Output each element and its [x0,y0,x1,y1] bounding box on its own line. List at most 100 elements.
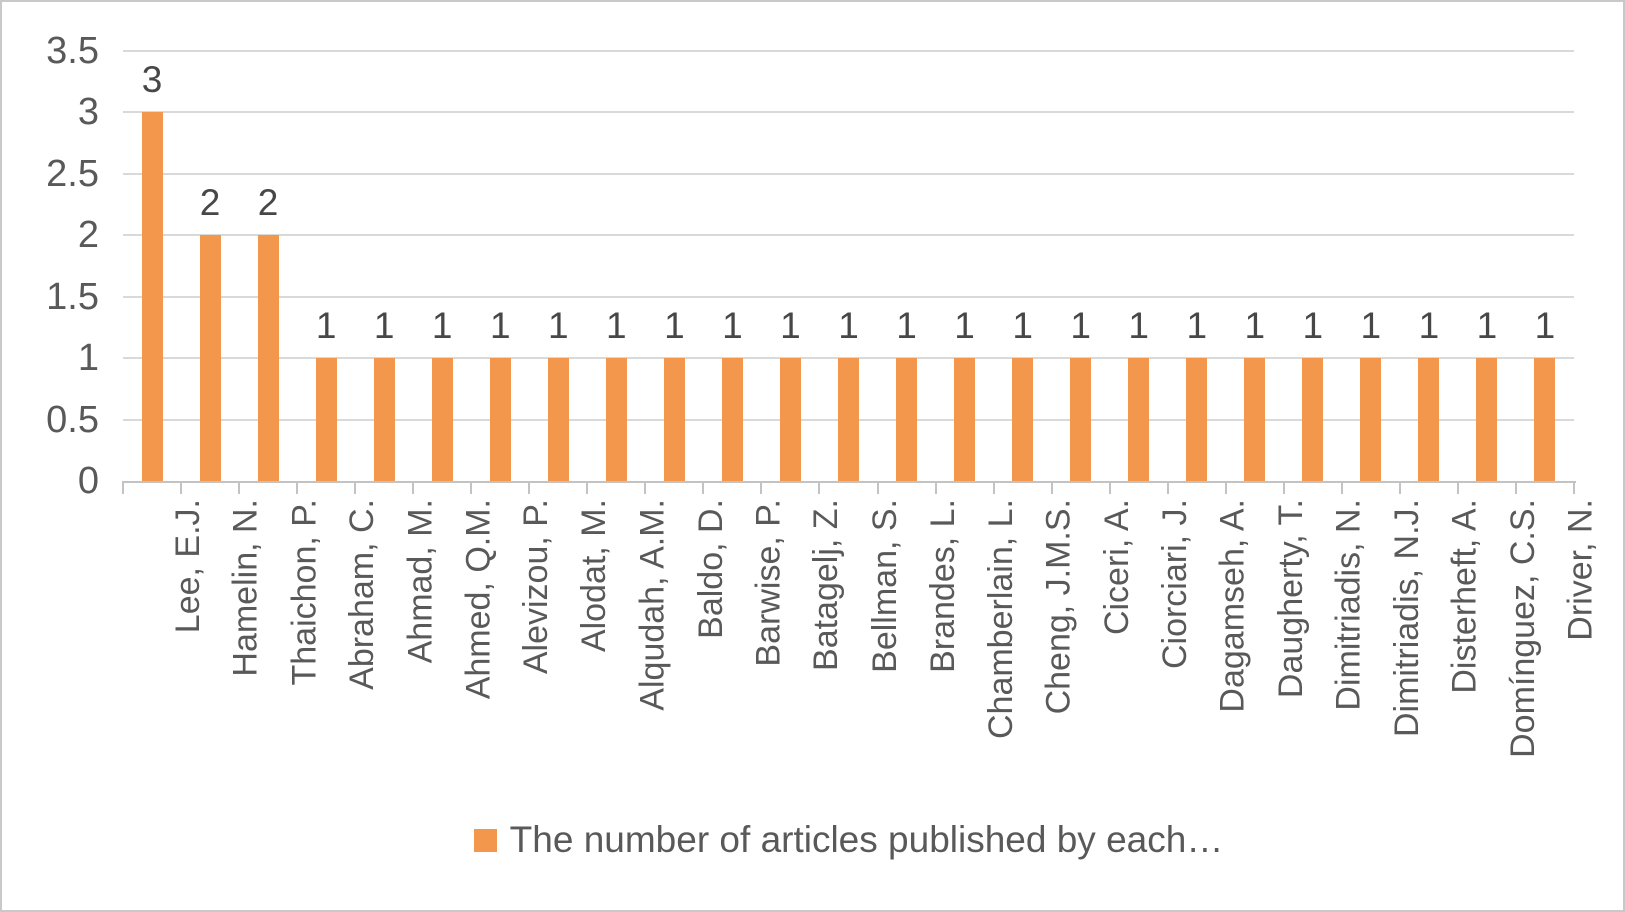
x-axis-tick-label: Alodat, M. [575,499,614,653]
bar-value-label: 1 [1360,305,1382,347]
bar [1360,358,1382,481]
x-axis-tick-label: Brandes, L. [923,499,962,673]
bar [838,358,859,481]
bar [1186,358,1208,481]
x-axis-tick-mark [1398,481,1401,494]
x-axis-tick-mark [1224,481,1227,494]
x-axis-tick-label: Dimitriadis, N.J. [1387,499,1426,738]
x-axis-tick-label: Hamelin, N. [227,499,266,677]
x-axis-tick-mark [1573,481,1575,494]
x-axis-tick-mark [122,481,124,494]
legend-label: The number of articles published by each… [509,819,1224,860]
x-axis-tick-mark [818,481,821,494]
x-axis-tick-mark [1514,481,1517,494]
bar [431,358,453,481]
y-axis-tick-label: 2.5 [46,152,99,195]
x-axis-tick-label: Baldo, D. [691,499,730,639]
x-axis-tick-mark [1166,481,1169,494]
y-axis-tick-label: 0.5 [46,398,99,441]
x-axis-tick-mark [644,481,647,494]
x-axis-tick-mark [238,481,241,494]
gridline [123,295,1574,298]
bar-value-label: 2 [257,182,279,224]
x-axis-tick-mark [586,481,589,494]
x-axis-tick-label: Alqudah, A.M. [633,499,672,711]
bar-value-label: 1 [722,305,743,347]
bar [779,358,801,481]
bar [1244,358,1266,481]
y-axis-tick-label: 0 [77,460,99,502]
x-axis-tick-label: Barwise, P. [749,499,788,667]
bar-value-label: 1 [954,305,975,347]
bar [373,358,395,481]
x-axis-tick-mark [470,481,473,494]
x-axis-tick-label: Thaichon, P. [285,499,324,686]
x-axis-tick-label: Alevizou, P. [517,499,556,675]
x-axis-tick-mark [1340,481,1343,494]
y-axis-tick-label: 1 [77,337,99,380]
x-axis-tick-label: Cheng, J.M.S. [1039,499,1078,715]
y-axis-tick-label: 2 [77,214,99,257]
bar [199,235,221,481]
x-axis-tick-label: Ahmed, Q.M. [459,499,498,700]
gridline [123,111,1574,114]
bar-value-label: 1 [896,305,917,347]
bar-value-label: 1 [606,305,627,347]
bar [1128,358,1150,481]
bar [257,235,279,481]
x-axis-tick-mark [760,481,763,494]
bar [1476,358,1498,481]
x-axis-tick-label: Ciorciari, J. [1155,499,1194,670]
bar [489,358,511,481]
y-axis-tick-label: 1.5 [46,275,99,318]
x-axis-tick-mark [1282,481,1285,494]
bar-value-label: 1 [1302,305,1324,347]
x-axis-tick-label: Disterheft, A. [1445,499,1484,694]
bar-value-label: 1 [547,305,569,347]
bar-value-label: 1 [373,305,395,347]
bar-value-label: 1 [664,305,685,347]
x-axis-tick-label: Driver, N. [1561,499,1600,641]
x-axis-tick-label: Dagamseh, A. [1213,499,1252,713]
x-axis-tick-label: Batagelj, Z. [807,499,846,671]
bar-value-label: 1 [1244,305,1266,347]
bar [547,358,569,481]
bar [954,358,976,481]
x-axis-tick-label: Lee, E.J. [169,499,208,634]
x-axis-tick-mark [1456,481,1459,494]
x-axis-tick-label: Ahmad, M. [401,499,440,664]
bar-value-label: 1 [780,305,801,347]
x-axis-tick-mark [180,481,183,494]
bar-value-label: 1 [1012,305,1033,347]
x-axis-tick-mark [702,481,705,494]
bar [1418,358,1440,481]
x-axis-tick-mark [992,481,995,494]
x-axis-tick-mark [296,481,299,494]
bar-value-label: 2 [199,182,221,224]
x-axis-tick-mark [876,481,879,494]
bar-value-label: 1 [315,305,337,347]
x-axis-tick-label: Domínguez, C.S. [1503,499,1542,758]
gridline [123,234,1574,237]
bar-value-label: 1 [489,305,511,347]
legend: The number of articles published by each… [123,816,1574,864]
bar [141,112,163,481]
bar [1302,358,1324,481]
x-axis-tick-label: Abraham, C. [343,499,382,690]
bar-value-label: 3 [141,59,163,101]
bar-value-label: 1 [1476,305,1498,347]
x-axis-tick-mark [412,481,415,494]
bar-value-label: 1 [1070,305,1091,347]
bar-value-label: 1 [1128,305,1149,347]
x-axis-tick-mark [528,481,531,494]
bar [1012,358,1034,481]
x-axis-tick-label: Dimitriadis, N. [1329,499,1368,711]
bar [1534,358,1556,481]
gridline [123,50,1574,52]
bar-value-label: 1 [1186,305,1208,347]
gridline [123,172,1574,175]
bar-value-label: 1 [431,305,453,347]
x-axis-tick-label: Bellman, S. [865,499,904,673]
